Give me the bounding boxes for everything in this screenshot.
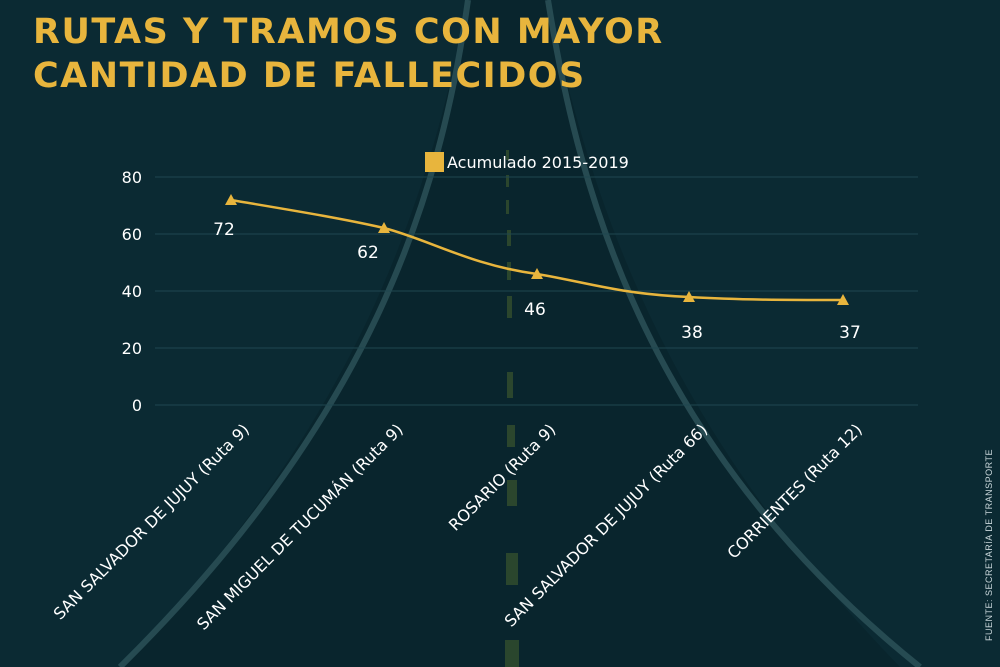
legend-square-icon <box>425 152 444 172</box>
y-tick-0: 0 <box>131 396 142 415</box>
y-tick-60: 60 <box>121 225 142 244</box>
triangle-marker-icon <box>683 291 695 302</box>
data-label-4: 37 <box>839 323 861 343</box>
legend: Acumulado 2015-2019 <box>425 152 629 172</box>
series-line <box>230 198 844 302</box>
data-label-2: 46 <box>524 300 546 320</box>
y-tick-80: 80 <box>121 168 142 187</box>
data-label-0: 72 <box>213 220 235 240</box>
data-label-1: 62 <box>357 243 379 263</box>
gridlines <box>155 176 918 406</box>
source-note: FUENTE: SECRETARÍA DE TRANSPORTE <box>984 448 994 641</box>
chart-title-line-1: RUTAS Y TRAMOS CON MAYOR <box>33 12 664 52</box>
triangle-marker-icon <box>837 294 849 305</box>
data-label-3: 38 <box>681 323 703 343</box>
y-tick-20: 20 <box>121 339 142 358</box>
triangle-marker-icon <box>225 194 237 205</box>
series-markers <box>225 194 849 305</box>
chart-title: RUTAS Y TRAMOS CON MAYOR CANTIDAD DE FAL… <box>33 10 664 98</box>
legend-label: Acumulado 2015-2019 <box>447 152 629 172</box>
y-tick-40: 40 <box>121 282 142 301</box>
triangle-marker-icon <box>378 222 390 233</box>
chart-title-line-2: CANTIDAD DE FALLECIDOS <box>33 56 586 96</box>
triangle-marker-icon <box>531 268 543 279</box>
